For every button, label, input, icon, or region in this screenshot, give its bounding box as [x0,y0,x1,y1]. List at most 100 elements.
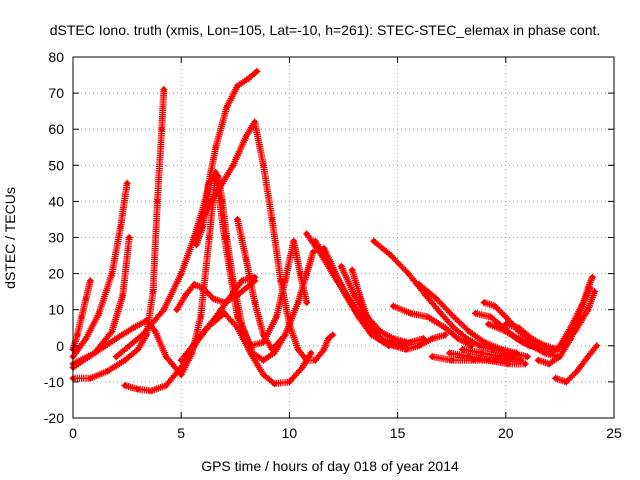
data-point [143,317,150,324]
series-arc-20 [389,302,475,350]
series-arc-23 [446,349,529,368]
data-point [498,354,505,360]
data-point [291,238,297,244]
data-point [135,386,141,392]
data-point [451,314,457,320]
data-point [130,325,137,331]
x-tick-label: 20 [498,425,514,441]
data-point [446,350,453,356]
data-point [386,343,392,349]
data-point [466,354,472,360]
data-point [308,350,314,356]
data-point [226,296,232,302]
data-point [304,271,310,277]
data-point [252,119,258,125]
data-point [472,310,479,316]
data-point [438,310,444,316]
data-point [522,361,528,367]
data-point [516,335,522,342]
data-point [195,335,202,342]
data-point [492,303,498,309]
x-tick-label: 25 [606,425,622,441]
data-point [122,357,128,363]
data-point [109,271,115,277]
y-tick-label: -20 [44,410,64,426]
data-point [148,388,154,394]
data-point [524,354,531,360]
data-point [245,76,251,82]
data-point [371,238,377,244]
data-point [416,343,422,349]
data-point [174,307,180,313]
data-point [485,321,492,327]
data-point [202,198,208,204]
data-point [260,332,267,338]
y-tick-label: 30 [48,230,64,246]
data-point [178,357,184,363]
data-point [252,274,258,280]
data-point [312,357,318,363]
data-point [594,343,600,349]
data-point [178,271,184,277]
data-point [239,321,245,327]
y-tick-label: 40 [48,193,64,209]
data-point [349,267,355,273]
data-point [211,296,217,302]
data-point [546,350,552,356]
data-point [159,126,165,132]
series-arc-11 [190,67,261,241]
data-point [403,339,409,345]
data-point [191,281,197,288]
data-point [416,281,422,288]
data-point [286,379,292,385]
data-point [429,354,435,360]
data-point [485,357,492,363]
data-point [87,375,93,381]
data-point [477,343,483,349]
data-point [83,296,89,302]
data-point [198,314,204,320]
data-point [321,245,327,251]
data-point [221,310,228,316]
data-point [113,335,119,342]
data-point [230,162,236,168]
data-point [479,350,485,356]
series-group [69,67,601,395]
data-point [215,173,221,179]
data-point [591,289,598,295]
y-tick-label: 70 [48,85,64,101]
data-point [260,357,267,363]
data-point [126,234,132,241]
series-arc-33 [545,288,598,357]
data-point [585,354,591,360]
y-tick-label: 60 [48,121,64,137]
data-point [481,299,487,306]
data-point [442,325,448,331]
data-point [304,299,310,306]
data-point [351,307,357,313]
data-point [271,381,277,387]
series-arc-18 [348,266,393,350]
data-point [118,224,124,230]
data-point [455,335,461,342]
data-point [135,346,141,353]
data-point [239,278,245,284]
data-point [213,314,219,320]
data-point [451,325,457,331]
data-point [589,274,595,280]
data-point [278,278,284,284]
data-point [535,357,541,363]
data-point [429,335,435,342]
data-point [234,216,241,223]
x-tick-label: 0 [69,425,77,441]
data-point [250,350,256,356]
data-point [260,162,267,168]
data-point [442,332,448,338]
data-point [488,314,494,320]
data-point [542,343,548,349]
data-point [193,242,199,248]
data-point [503,314,509,320]
data-point [297,271,303,277]
data-point [390,335,396,342]
